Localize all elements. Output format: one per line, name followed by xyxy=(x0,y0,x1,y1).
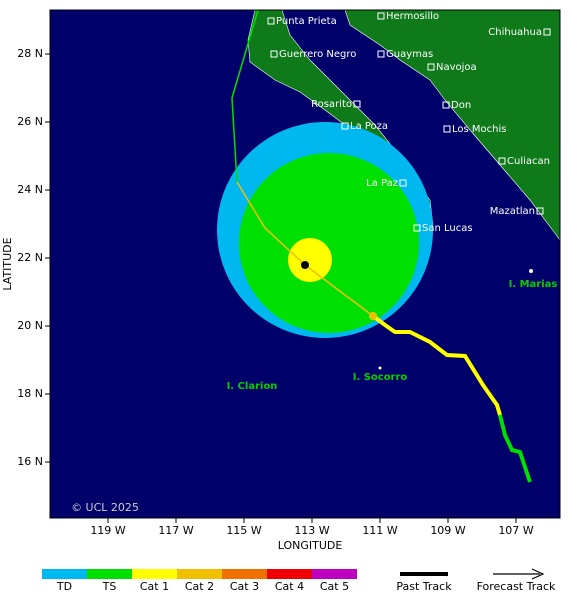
x-tick-label: 117 W xyxy=(158,524,193,537)
city-label: San Lucas xyxy=(422,223,473,234)
city-label: Punta Prieta xyxy=(276,16,337,27)
y-tick-label: 16 N xyxy=(17,455,43,468)
city-marker xyxy=(341,122,349,130)
x-axis-label: LONGITUDE xyxy=(278,539,343,552)
city-marker xyxy=(377,12,385,20)
x-tick-label: 119 W xyxy=(90,524,125,537)
credit: © UCL 2025 xyxy=(71,501,139,514)
past-track xyxy=(498,414,532,483)
x-tick-label: 115 W xyxy=(226,524,261,537)
current-position xyxy=(369,312,377,320)
legend-label: Forecast Track xyxy=(477,580,556,593)
y-tick-label: 20 N xyxy=(17,319,43,332)
city-label: Guerrero Negro xyxy=(279,49,356,60)
city-marker xyxy=(267,17,275,25)
legend-label: TD xyxy=(56,580,72,593)
legend-swatch xyxy=(312,569,357,579)
x-tick-label: 107 W xyxy=(498,524,533,537)
legend-label: Cat 2 xyxy=(185,580,214,593)
y-axis-label: LATITUDE xyxy=(1,237,14,290)
wind-radius-ts xyxy=(239,153,419,333)
y-tick-label: 26 N xyxy=(17,115,43,128)
y-tick-label: 18 N xyxy=(17,387,43,400)
legend-swatch xyxy=(222,569,267,579)
city-marker xyxy=(399,179,407,187)
city-marker xyxy=(442,101,450,109)
city-label: Rosarito xyxy=(311,99,352,110)
island-label: I. Clarion xyxy=(227,381,278,392)
y-tick-label: 24 N xyxy=(17,183,43,196)
forecast-track xyxy=(236,181,374,317)
island-label: I. Socorro xyxy=(353,372,408,383)
legend-label: Cat 5 xyxy=(320,580,349,593)
city-marker xyxy=(377,50,385,58)
past-track xyxy=(371,314,502,416)
city-label: Chihuahua xyxy=(488,27,542,38)
city-label: Hermosillo xyxy=(386,11,439,22)
island-label: I. Marias xyxy=(509,279,558,290)
city-marker xyxy=(270,50,278,58)
map-frame xyxy=(49,9,561,519)
legend-label: Past Track xyxy=(396,580,452,593)
city-marker xyxy=(498,157,506,165)
x-tick-label: 113 W xyxy=(294,524,329,537)
y-tick-label: 28 N xyxy=(17,47,43,60)
legend-label: Cat 1 xyxy=(140,580,169,593)
y-tick-label: 22 N xyxy=(17,251,43,264)
city-marker xyxy=(353,100,361,108)
legend-swatch xyxy=(87,569,132,579)
city-label: Don xyxy=(451,100,471,111)
city-label: Culiacan xyxy=(507,156,550,167)
legend-label: Cat 3 xyxy=(230,580,259,593)
city-label: La Poza xyxy=(350,121,388,132)
legend-swatch xyxy=(267,569,312,579)
island xyxy=(529,269,533,273)
city-marker xyxy=(543,28,551,36)
city-label: Navojoa xyxy=(436,62,477,73)
city-marker xyxy=(413,224,421,232)
city-marker xyxy=(427,63,435,71)
legend-swatch xyxy=(42,569,87,579)
city-label: Los Mochis xyxy=(452,124,506,135)
arrow-head xyxy=(531,568,545,580)
forecast-track xyxy=(231,9,259,183)
island xyxy=(378,366,382,370)
city-marker xyxy=(443,125,451,133)
legend-label: Cat 4 xyxy=(275,580,304,593)
city-label: Guaymas xyxy=(386,49,433,60)
wind-radius-hurricane xyxy=(288,238,332,282)
storm-center xyxy=(301,261,309,269)
legend-swatch xyxy=(132,569,177,579)
city-label: La Paz xyxy=(366,178,398,189)
legend-label: TS xyxy=(102,580,117,593)
legend-swatch xyxy=(177,569,222,579)
x-tick-label: 109 W xyxy=(430,524,465,537)
city-label: Mazatlan xyxy=(490,206,535,217)
city-marker xyxy=(536,207,544,215)
x-tick-label: 111 W xyxy=(362,524,397,537)
